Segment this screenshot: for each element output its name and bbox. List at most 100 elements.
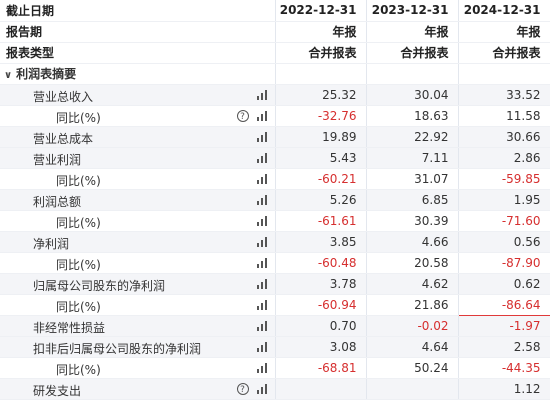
bar-chart-icon-bar xyxy=(260,197,263,205)
bar-chart-icon-bar xyxy=(260,323,263,331)
row-icons xyxy=(256,215,267,226)
row-icons xyxy=(256,278,267,289)
bar-chart-icon-bar xyxy=(256,305,259,310)
bar-chart-icon-bar xyxy=(260,281,263,289)
table-row: 利润总额 5.26 6.85 1.95 xyxy=(0,189,550,211)
bar-chart-icon-bar xyxy=(256,347,259,352)
bar-chart-icon-bar xyxy=(264,152,267,163)
section-title: 利润表摘要 xyxy=(16,67,77,81)
value-cell: 0.56 xyxy=(458,231,550,253)
value-cell: -59.85 xyxy=(458,168,550,190)
table-row: 同比(%) -60.94 21.86 -86.64 xyxy=(0,293,550,316)
value-cell: 3.85 xyxy=(275,231,367,253)
value-cell xyxy=(275,378,367,400)
bar-chart-icon-bar xyxy=(260,92,263,100)
bar-chart-icon-bar xyxy=(256,95,259,100)
bar-chart-icon[interactable] xyxy=(256,236,267,247)
value-cell: 21.86 xyxy=(366,294,459,316)
value-cell: 5.26 xyxy=(275,189,367,211)
bar-chart-icon-bar xyxy=(260,239,263,247)
header-row-date: 截止日期 2022-12-31 2023-12-31 2024-12-31 xyxy=(0,0,550,22)
question-circle-icon[interactable]: ? xyxy=(236,109,249,122)
row-icons xyxy=(256,341,267,352)
header-cell: 年报 xyxy=(275,21,367,43)
section-title-cell[interactable]: ∨ 利润表摘要 xyxy=(0,63,276,85)
empty-cell xyxy=(458,63,550,85)
value-cell: -61.61 xyxy=(275,210,367,232)
table-row: 同比(%)? -32.76 18.63 11.58 xyxy=(0,105,550,127)
row-icons xyxy=(256,362,267,373)
bar-chart-icon[interactable] xyxy=(256,341,267,352)
table-row: 研发支出? 1.12 xyxy=(0,378,550,400)
row-label: 同比(%) xyxy=(56,173,101,188)
bar-chart-icon-bar xyxy=(256,221,259,226)
row-label-cell: 扣非后归属母公司股东的净利润 xyxy=(0,336,276,358)
bar-chart-icon-bar xyxy=(264,215,267,226)
bar-chart-icon[interactable] xyxy=(256,89,267,100)
value-cell: -60.48 xyxy=(275,252,367,274)
row-label: 同比(%) xyxy=(56,215,101,230)
value-cell: 5.43 xyxy=(275,147,367,169)
value-cell: 30.39 xyxy=(366,210,459,232)
value-cell: 2.58 xyxy=(458,336,550,358)
row-icons xyxy=(256,320,267,331)
header-cell: 2024-12-31 xyxy=(458,0,550,22)
row-label-cell: 同比(%) xyxy=(0,210,276,232)
row-icons xyxy=(256,299,267,310)
row-label: 同比(%) xyxy=(56,299,101,314)
value-cell: 1.12 xyxy=(458,378,550,400)
bar-chart-icon-bar xyxy=(260,114,263,121)
highlighted-value-cell: -86.64 xyxy=(457,293,550,316)
header-cell: 合并报表 xyxy=(366,42,459,64)
table-row: 非经常性损益 0.70 -0.02 -1.97 xyxy=(0,315,550,337)
header-cell: 年报 xyxy=(366,21,459,43)
bar-chart-icon[interactable] xyxy=(256,194,267,205)
bar-chart-icon-bar xyxy=(256,137,259,142)
bar-chart-icon-bar xyxy=(260,134,263,142)
table-row: 扣非后归属母公司股东的净利润 3.08 4.64 2.58 xyxy=(0,336,550,358)
bar-chart-icon[interactable] xyxy=(256,383,267,394)
value-cell: 7.11 xyxy=(366,147,459,169)
value-cell: 18.63 xyxy=(366,105,459,127)
value-cell xyxy=(366,378,459,400)
bar-chart-icon[interactable] xyxy=(256,257,267,268)
bar-chart-icon[interactable] xyxy=(256,362,267,373)
value-cell: 20.58 xyxy=(366,252,459,274)
value-cell: 25.32 xyxy=(275,84,367,106)
table-row: 同比(%) -68.81 50.24 -44.35 xyxy=(0,357,550,379)
bar-chart-icon[interactable] xyxy=(256,110,267,121)
bar-chart-icon[interactable] xyxy=(256,152,267,163)
section-toggle-row[interactable]: ∨ 利润表摘要 xyxy=(0,63,550,85)
bar-chart-icon[interactable] xyxy=(256,173,267,184)
bar-chart-icon-bar xyxy=(264,278,267,289)
bar-chart-icon[interactable] xyxy=(256,131,267,142)
row-label: 净利润 xyxy=(33,236,70,251)
table-row: 营业总成本 19.89 22.92 30.66 xyxy=(0,126,550,148)
value-cell: 30.04 xyxy=(366,84,459,106)
value-cell: 31.07 xyxy=(366,168,459,190)
table-row: 同比(%) -61.61 30.39 -71.60 xyxy=(0,210,550,232)
row-label: 归属母公司股东的净利润 xyxy=(33,278,166,293)
row-label: 扣非后归属母公司股东的净利润 xyxy=(33,341,202,356)
value-cell: -71.60 xyxy=(458,210,550,232)
bar-chart-icon-bar xyxy=(264,173,267,184)
row-label: 非经常性损益 xyxy=(33,320,106,335)
bar-chart-icon-bar xyxy=(264,236,267,247)
bar-chart-icon-bar xyxy=(264,362,267,373)
question-circle-icon[interactable]: ? xyxy=(236,382,249,395)
row-label-cell: 营业总成本 xyxy=(0,126,276,148)
bar-chart-icon[interactable] xyxy=(256,215,267,226)
value-cell: 3.78 xyxy=(275,273,367,295)
header-cell: 合并报表 xyxy=(275,42,367,64)
bar-chart-icon[interactable] xyxy=(256,299,267,310)
value-cell: -32.76 xyxy=(275,105,367,127)
row-label-cell: 同比(%) xyxy=(0,294,276,316)
value-cell: -44.35 xyxy=(458,357,550,379)
bar-chart-icon[interactable] xyxy=(256,278,267,289)
bar-chart-icon[interactable] xyxy=(256,320,267,331)
row-icons: ? xyxy=(236,382,267,395)
value-cell: 50.24 xyxy=(366,357,459,379)
chevron-down-icon[interactable]: ∨ xyxy=(4,70,13,81)
bar-chart-icon-bar xyxy=(256,242,259,247)
header-cell: 合并报表 xyxy=(458,42,550,64)
